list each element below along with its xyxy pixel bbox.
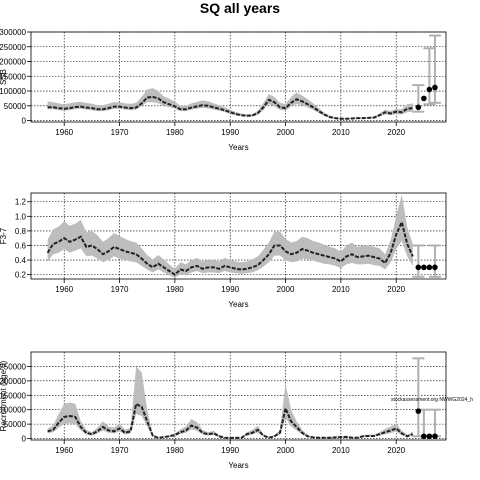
x-tick-label: 2010 [332, 285, 350, 294]
series-line [47, 402, 414, 440]
x-tick-label: 2000 [277, 285, 295, 294]
chart-panel-1: 1960 1970 1980 1990 2000 2010 2020 0 50000 100000… [0, 28, 447, 152]
x-tick-label: 1990 [221, 285, 239, 294]
x-tick-label: 1980 [166, 285, 184, 294]
x-tick-label: 2010 [332, 128, 350, 137]
y-tick-label: 50000 [4, 102, 27, 111]
y-tick-label: 50000 [4, 420, 27, 429]
x-tick-label: 1980 [166, 446, 184, 455]
x-tick-label: 2020 [387, 285, 405, 294]
y-axis-title: F3-7 [0, 227, 8, 244]
x-tick-label: 2000 [277, 446, 295, 455]
y-tick-label: 0.4 [15, 256, 27, 265]
y-tick-label: 0.2 [15, 271, 27, 280]
x-axis-title: Years [228, 143, 248, 152]
chart-panel-3: 1960 1970 1980 1990 2000 2010 2020 0 50000 100000… [0, 351, 473, 470]
confidence-band [47, 366, 413, 439]
x-tick-label: 1960 [55, 285, 73, 294]
x-tick-label: 1970 [111, 446, 129, 455]
y-tick-label: 0.6 [15, 241, 27, 250]
chart-panel-2: 1960 1970 1980 1990 2000 2010 2020 0.2 0.4 0.6 0.8… [0, 192, 447, 309]
confidence-band [47, 88, 413, 120]
projection-point [415, 264, 422, 271]
plot-frame [30, 351, 447, 441]
plot-frame [30, 31, 447, 123]
y-axis-title: SSB [0, 69, 8, 85]
x-tick-label: 1970 [111, 128, 129, 137]
x-axis-title: Years [228, 300, 248, 309]
series-line [46, 219, 414, 276]
series-line [47, 95, 413, 120]
x-axis-title: Years [228, 461, 248, 470]
projection-point [432, 433, 438, 440]
y-tick-label: 1.2 [15, 198, 27, 207]
chart-annotation: stockassessment.org NWWG2024_h [391, 397, 473, 403]
y-tick-label: 1.0 [15, 212, 27, 221]
projection-point [426, 433, 433, 440]
y-tick-label: 150000 [0, 72, 27, 81]
plot-frame [30, 192, 447, 280]
x-tick-label: 2010 [332, 446, 350, 455]
projection-point [432, 84, 438, 91]
x-tick-label: 2020 [387, 446, 405, 455]
projection-point [421, 264, 427, 271]
y-tick-label: 250000 [0, 43, 27, 52]
x-tick-label: 1990 [221, 128, 239, 137]
y-tick-label: 0 [22, 435, 27, 444]
x-tick-label: 2020 [387, 128, 405, 137]
x-tick-label: 1960 [55, 446, 73, 455]
y-axis-title: Recruitment (age 0) [0, 360, 8, 431]
y-tick-label: 200000 [0, 58, 27, 67]
y-tick-label: 100000 [0, 406, 27, 415]
projection-point [432, 264, 438, 271]
x-tick-label: 1990 [221, 446, 239, 455]
y-tick-label: 0.8 [15, 227, 27, 236]
x-tick-label: 1980 [166, 128, 184, 137]
projection-point [415, 104, 422, 111]
y-tick-label: 250000 [0, 362, 27, 371]
y-tick-label: 0 [22, 117, 27, 126]
projection-point [426, 86, 433, 93]
page-title: SQ all years [199, 0, 281, 16]
y-tick-label: 150000 [0, 391, 27, 400]
y-tick-label: 100000 [0, 87, 27, 96]
y-tick-label: 300000 [0, 28, 27, 37]
x-tick-label: 1970 [111, 285, 129, 294]
x-tick-label: 1960 [55, 128, 73, 137]
x-tick-label: 2000 [277, 128, 295, 137]
y-tick-label: 200000 [0, 377, 27, 386]
projection-point [415, 408, 422, 414]
projection-point [426, 264, 433, 271]
projection-point [421, 95, 427, 102]
projection-point [421, 433, 427, 440]
